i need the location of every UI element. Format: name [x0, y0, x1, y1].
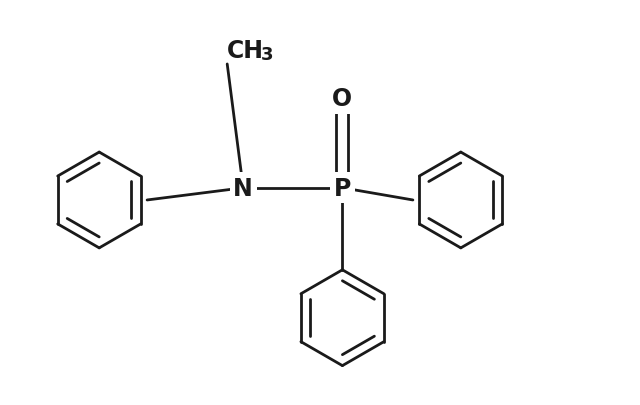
Text: CH: CH [227, 39, 264, 63]
Text: P: P [333, 176, 351, 200]
Text: N: N [234, 176, 253, 200]
Text: 3: 3 [261, 46, 273, 64]
Text: O: O [332, 87, 353, 111]
